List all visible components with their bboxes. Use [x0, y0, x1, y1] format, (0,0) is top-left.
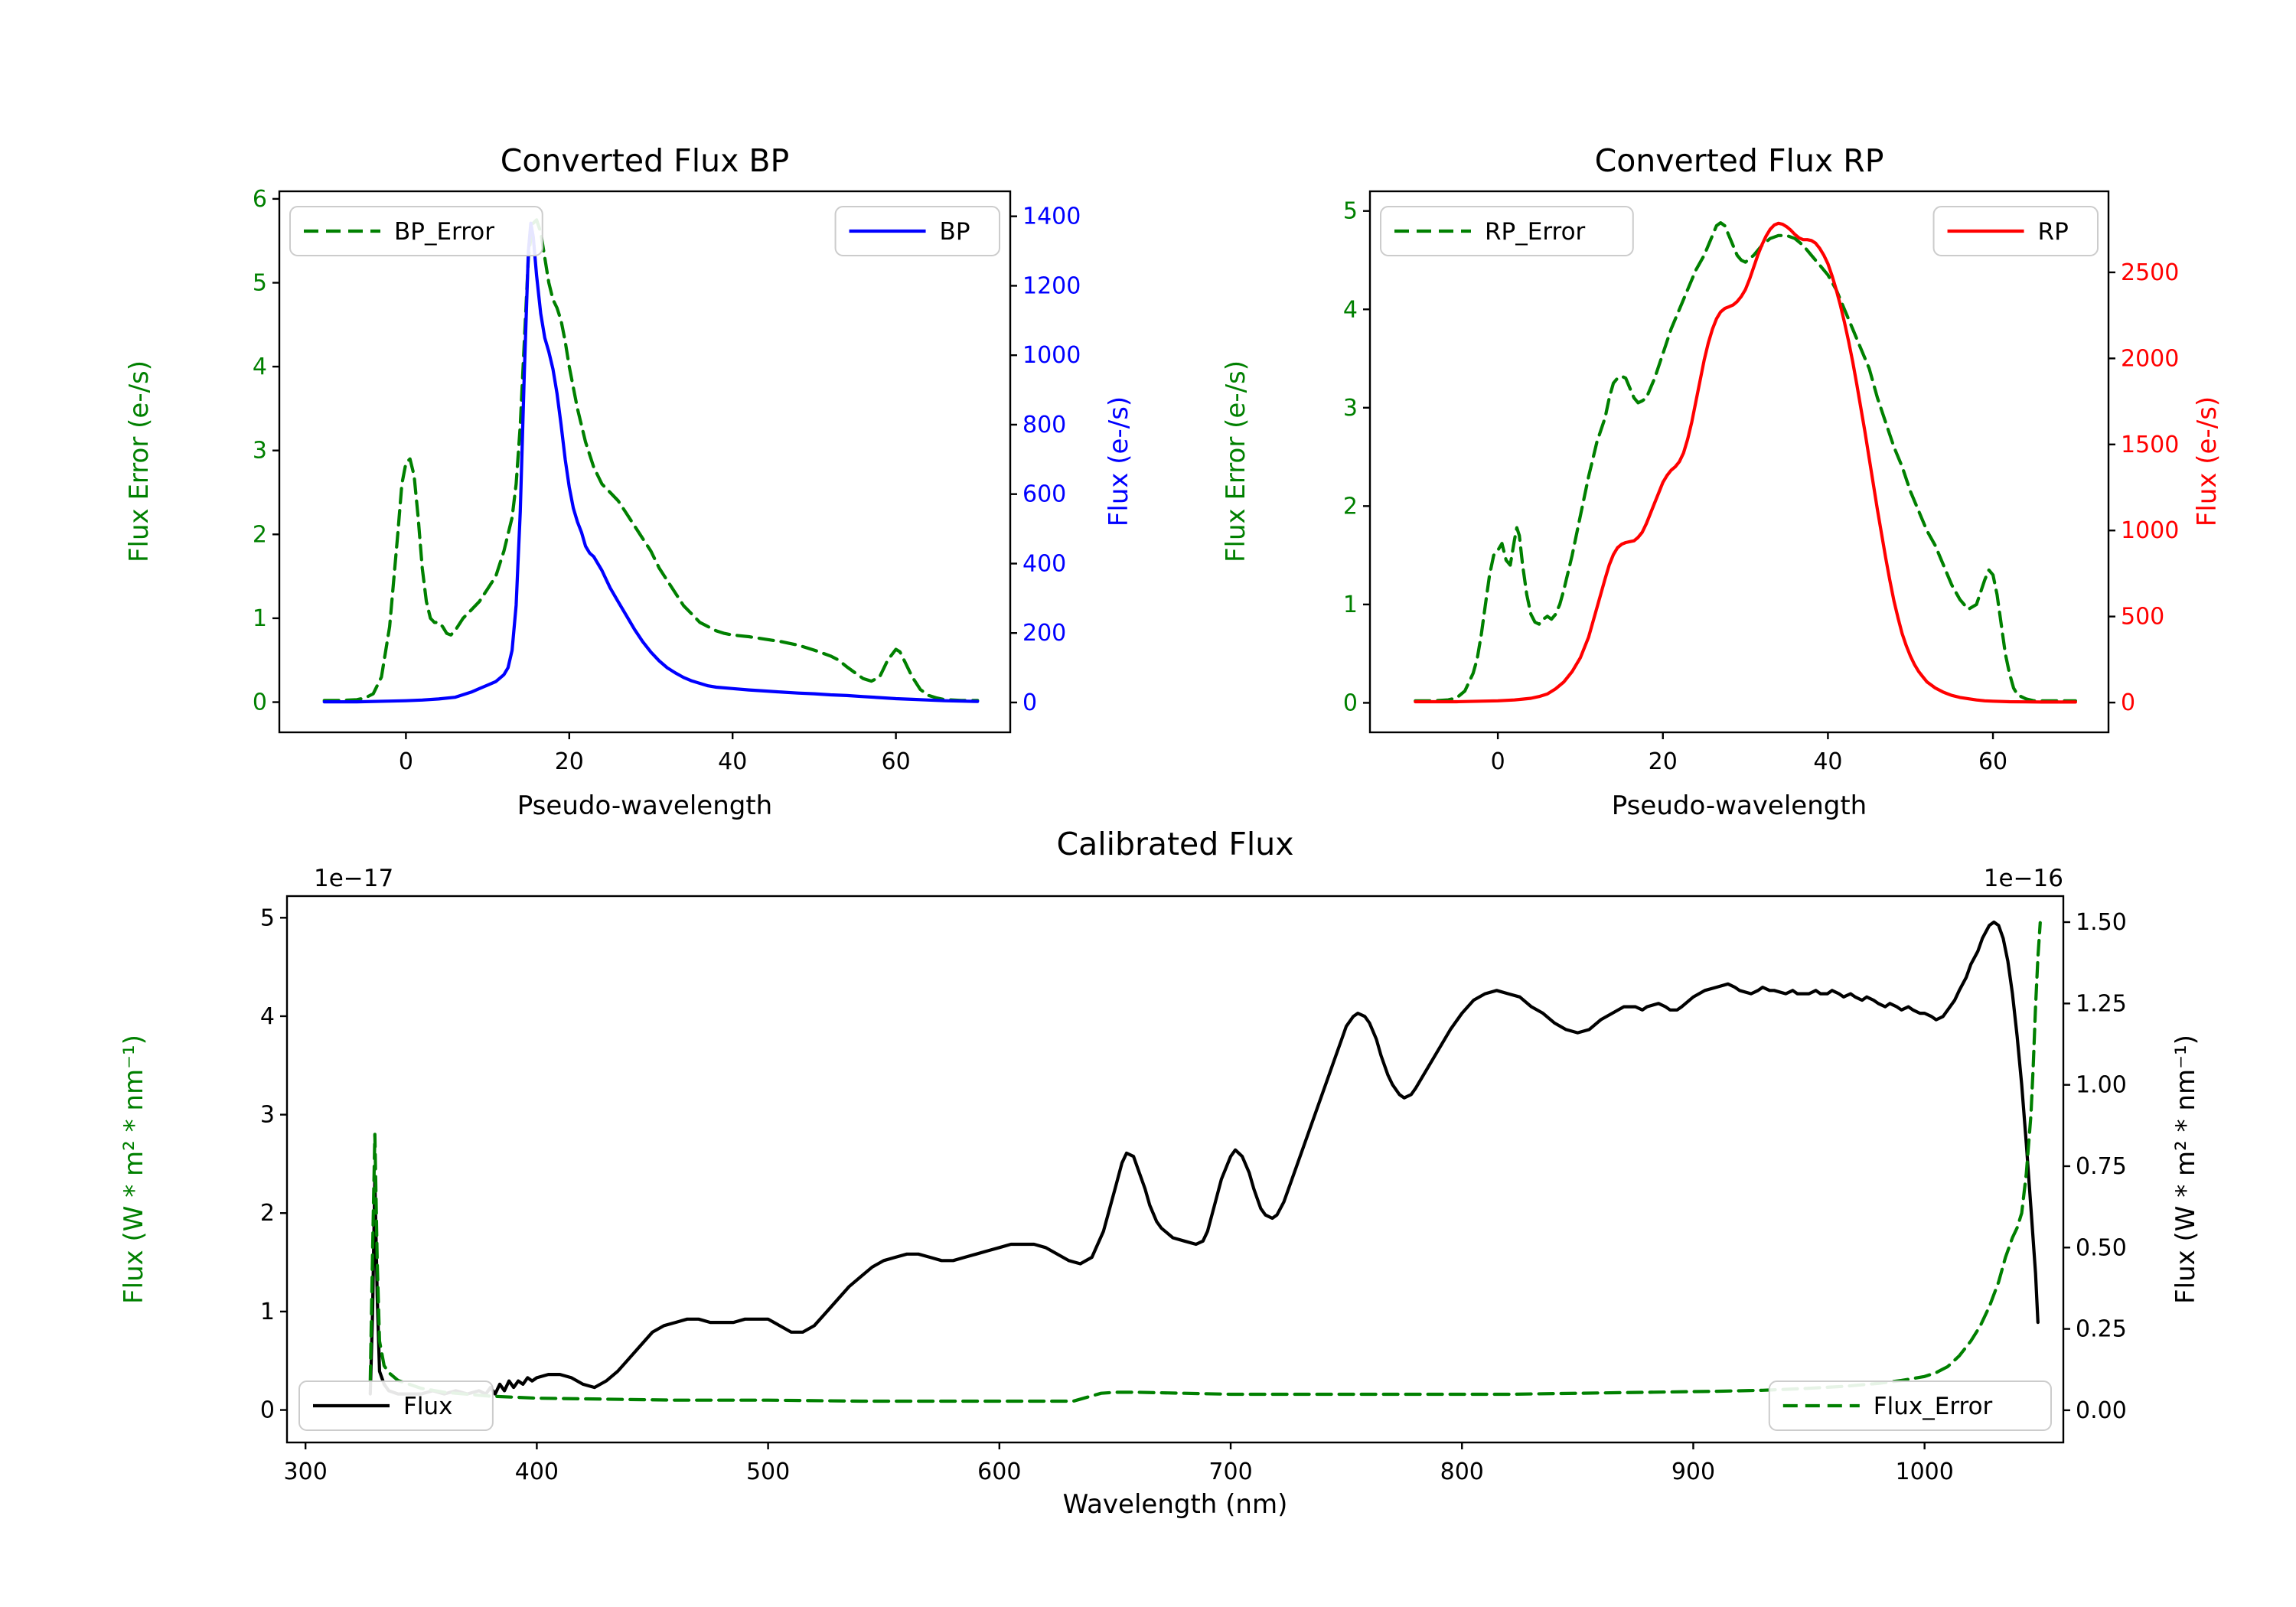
rp-error-legend-label: RP_Error — [1485, 218, 1586, 246]
bp-xaxis-label: Pseudo-wavelength — [517, 790, 773, 821]
bp-y-left-tick-label: 0 — [253, 689, 267, 716]
flux-error-legend — [1768, 1380, 2053, 1431]
bp-y-left-tick-label: 4 — [253, 354, 267, 380]
rp-x-tick-label: 40 — [1813, 748, 1842, 775]
rp-yaxis-left-label: Flux Error (e-/s) — [1221, 360, 1251, 563]
bp-y-right-tick-label: 800 — [1022, 412, 1066, 438]
bp-chart: 0 20 40 6001234560200400600800100012001400B… — [253, 186, 1081, 775]
rp-chart: 0 20 40 60 0 1 2 3 4 5 0 500 1000 1500 2000 2500 RP_Erro… — [1343, 190, 2179, 775]
rp-y-right-tick-label: 1000 — [2121, 517, 2179, 544]
bp-y-left-tick-label: 5 — [253, 269, 267, 296]
bp-y-right-tick-label: 600 — [1022, 481, 1066, 508]
rp-y-right-tick-label: 1500 — [2121, 432, 2179, 458]
bp-yaxis-right-label: Flux (e-/s) — [1104, 396, 1134, 527]
cal-x-tick-label: 500 — [746, 1459, 790, 1485]
rp-error-legend — [1380, 206, 1634, 256]
cal-y-right-tick-label: 1.00 — [2076, 1072, 2127, 1099]
bp-y-left-tick-label: 1 — [253, 605, 267, 632]
cal-x-tick-label: 600 — [977, 1459, 1021, 1485]
cal-y-left-tick-label: 3 — [260, 1102, 275, 1129]
bp-y-right-tick-label: 200 — [1022, 620, 1066, 647]
rp-y-left-tick-label: 3 — [1343, 395, 1358, 422]
flux-legend-label: Flux — [403, 1393, 452, 1420]
bp-y-right-tick-label: 1400 — [1022, 204, 1081, 230]
cal-chart: 300 400 500 600 700 800 900 1000 0 1 2 3 4 5 0.00 0.25 0… — [260, 895, 2127, 1485]
cal-y-right-tick-label: 1.50 — [2076, 909, 2127, 936]
cal-y-left-tick-label: 1 — [260, 1299, 275, 1325]
rp-y-left-tick-label: 0 — [1343, 689, 1358, 716]
rp-y-left-tick-label: 1 — [1343, 592, 1358, 618]
bp-x-tick-label: 0 — [399, 748, 413, 775]
bp-x-tick-label: 60 — [882, 748, 911, 775]
cal-xaxis-label: Wavelength (nm) — [1062, 1489, 1288, 1520]
flux-legend — [298, 1380, 494, 1431]
rp-x-tick-label: 0 — [1491, 748, 1505, 775]
cal-x-tick-label: 400 — [515, 1459, 559, 1485]
rp-plot-border — [1368, 190, 2110, 734]
flux-error-line — [368, 921, 2042, 1403]
rp-y-right-tick-label: 2500 — [2121, 259, 2179, 286]
cal-right-scale-offset: 1e−16 — [1983, 865, 2063, 892]
rp-y-left-tick-label: 4 — [1343, 296, 1358, 323]
bp-error-legend-label: BP_Error — [394, 218, 494, 246]
cal-y-left-tick-label: 4 — [260, 1003, 275, 1030]
bp-error-legend — [289, 206, 543, 256]
flux-error-legend-label: Flux_Error — [1874, 1393, 1993, 1420]
cal-y-left-tick-label: 5 — [260, 905, 275, 931]
cal-y-right-tick-label: 1.25 — [2076, 990, 2127, 1017]
rp-yaxis-right-label: Flux (e-/s) — [2192, 396, 2223, 527]
rp-y-left-tick-label: 2 — [1343, 493, 1358, 520]
cal-left-scale-offset: 1e−17 — [314, 865, 394, 892]
cal-x-tick-label: 300 — [284, 1459, 328, 1485]
cal-y-right-tick-label: 0.50 — [2076, 1234, 2127, 1261]
bp-y-left-tick-label: 6 — [253, 186, 267, 213]
bp-chart-title: Converted Flux BP — [500, 142, 790, 179]
bp-y-left-tick-label: 2 — [253, 521, 267, 548]
rp-legend-label: RP — [2038, 218, 2069, 246]
rp-y-right-tick-label: 0 — [2121, 689, 2135, 716]
cal-yaxis-right-label: Flux (W * m² * nm⁻¹) — [2170, 1035, 2201, 1304]
cal-yaxis-left-label: Flux (W * m² * nm⁻¹) — [119, 1035, 149, 1304]
cal-plot-border — [285, 895, 2065, 1444]
rp-xaxis-label: Pseudo-wavelength — [1611, 790, 1867, 821]
cal-x-tick-label: 800 — [1440, 1459, 1484, 1485]
rp-x-tick-label: 20 — [1649, 748, 1678, 775]
bp-y-right-tick-label: 0 — [1022, 689, 1037, 716]
bp-error-line — [322, 218, 980, 702]
rp-y-right-tick-label: 500 — [2121, 604, 2164, 631]
rp-y-left-tick-label: 5 — [1343, 198, 1358, 225]
bp-plot-border — [278, 190, 1012, 734]
bp-y-right-tick-label: 1200 — [1022, 272, 1081, 299]
cal-y-right-tick-label: 0.00 — [2076, 1397, 2127, 1424]
cal-y-left-tick-label: 0 — [260, 1397, 275, 1424]
bp-y-right-tick-label: 1000 — [1022, 342, 1081, 369]
bp-yaxis-left-label: Flux Error (e-/s) — [124, 360, 155, 563]
bp-x-tick-label: 20 — [555, 748, 584, 775]
cal-x-tick-label: 900 — [1671, 1459, 1715, 1485]
cal-chart-title: Calibrated Flux — [1056, 826, 1294, 862]
bp-x-tick-label: 40 — [718, 748, 747, 775]
rp-x-tick-label: 60 — [1978, 748, 2007, 775]
flux-line — [368, 920, 2040, 1396]
rp-chart-title: Converted Flux RP — [1594, 142, 1884, 179]
rp-error-line — [1414, 221, 2077, 703]
bp-legend-label: BP — [940, 218, 970, 246]
cal-y-left-tick-label: 2 — [260, 1200, 275, 1227]
cal-x-tick-label: 1000 — [1895, 1459, 1953, 1485]
bp-y-left-tick-label: 3 — [253, 438, 267, 464]
rp-y-right-tick-label: 2000 — [2121, 345, 2179, 372]
cal-y-right-tick-label: 0.25 — [2076, 1316, 2127, 1343]
bp-line — [322, 221, 980, 704]
bp-y-right-tick-label: 400 — [1022, 550, 1066, 577]
cal-y-right-tick-label: 0.75 — [2076, 1153, 2127, 1180]
rp-line — [1414, 221, 2077, 704]
cal-x-tick-label: 700 — [1208, 1459, 1252, 1485]
